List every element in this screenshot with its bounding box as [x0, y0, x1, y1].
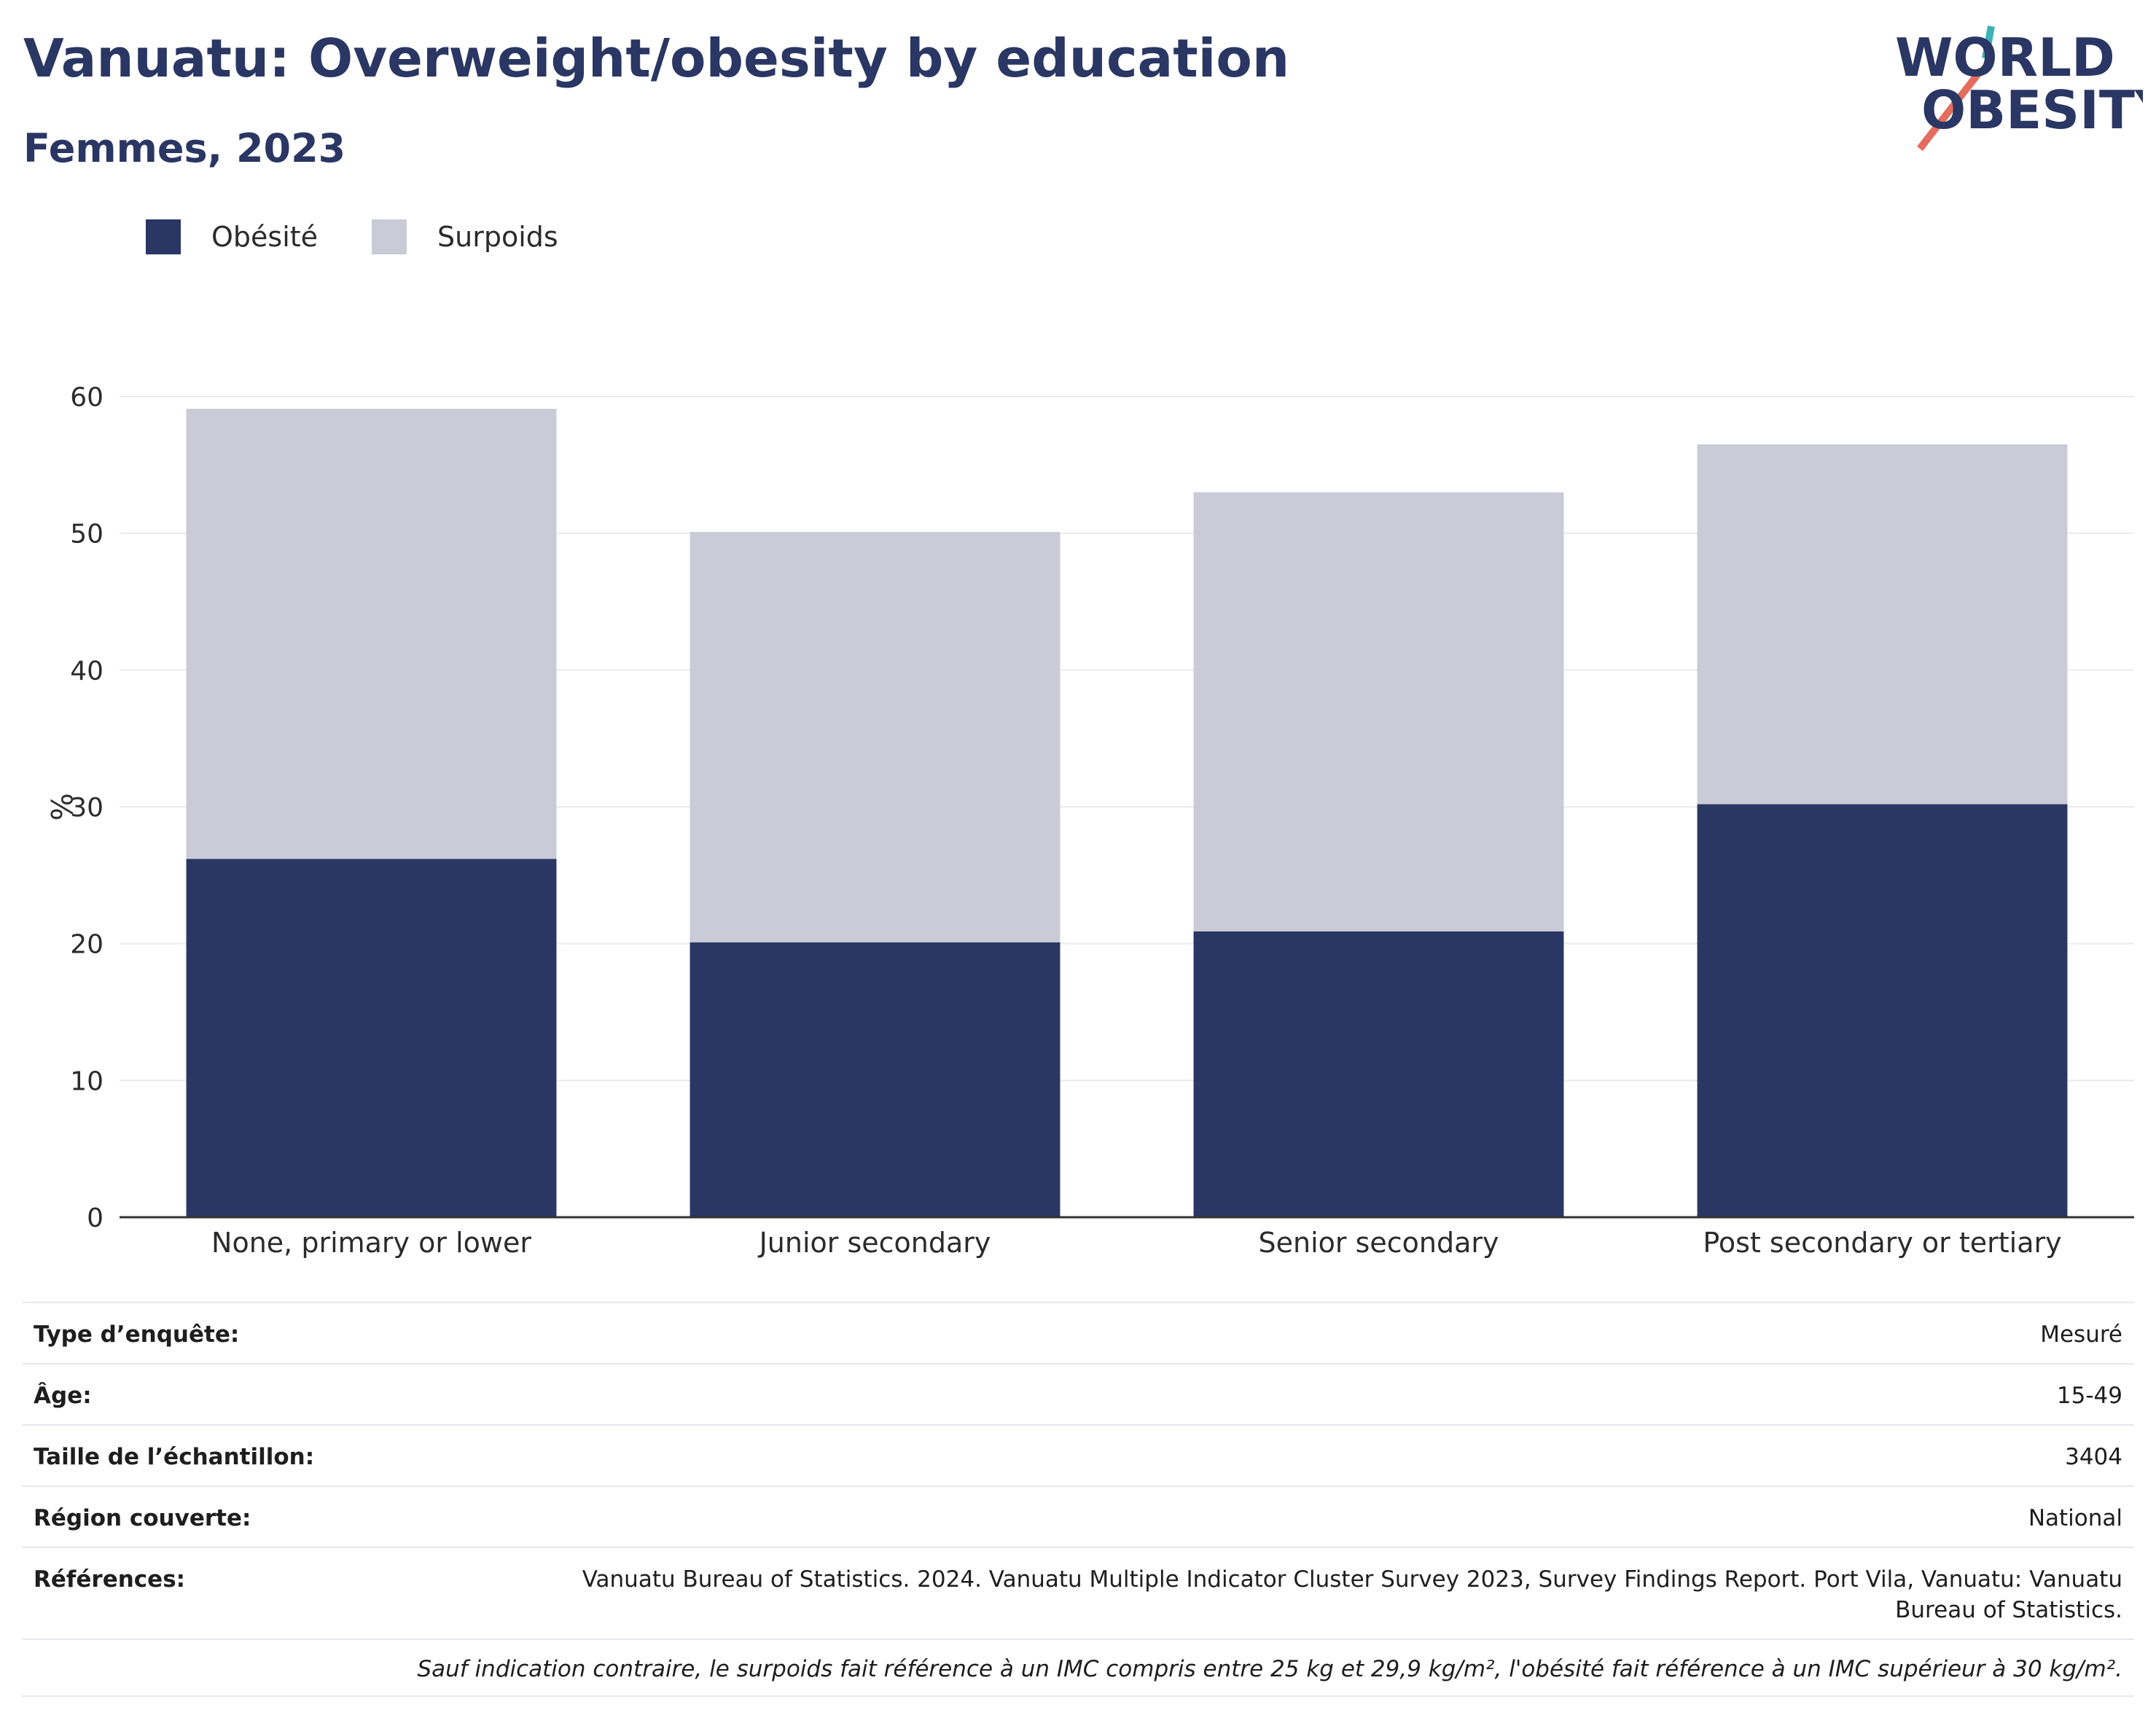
legend-label-surpoids: Surpoids	[437, 221, 558, 253]
bar-surpoids	[1193, 492, 1564, 932]
bar-obesite	[186, 859, 557, 1217]
meta-row-references: Références: Vanuatu Bureau of Statistics…	[22, 1548, 2134, 1640]
y-tick-label: 0	[87, 1203, 103, 1233]
meta-value: National	[2028, 1505, 2122, 1531]
y-tick-label: 20	[70, 930, 103, 960]
meta-label: Âge:	[34, 1383, 92, 1409]
legend-swatch-surpoids	[372, 219, 407, 254]
x-tick-label: None, primary or lower	[211, 1227, 531, 1259]
world-obesity-logo: WORLD OBESITY	[1895, 26, 2143, 152]
legend-item-obesite[interactable]: Obésité	[146, 219, 318, 254]
bar-surpoids	[1697, 444, 2068, 805]
meta-label: Type d’enquête:	[34, 1321, 240, 1348]
legend-swatch-obesite	[146, 219, 181, 254]
x-tick-label: Senior secondary	[1258, 1227, 1499, 1259]
x-tick-label: Post secondary or tertiary	[1703, 1227, 2061, 1259]
bar-chart: 0 10 20 30 40 50 60% None, primary or lower Juni…	[44, 383, 2134, 1259]
meta-value: 3404	[2065, 1444, 2122, 1470]
meta-value: 15-49	[2056, 1383, 2122, 1409]
bar-obesite	[690, 942, 1061, 1217]
metadata-table: Type d’enquête: Mesuré Âge: 15-49 Taille…	[22, 1302, 2134, 1697]
bmi-definition-note: Sauf indication contraire, le surpoids f…	[22, 1640, 2134, 1697]
y-tick-label: 10	[70, 1066, 103, 1096]
meta-row-sample-size: Taille de l’échantillon: 3404	[22, 1426, 2134, 1487]
y-tick-label: 60	[70, 383, 103, 413]
meta-label: Taille de l’échantillon:	[34, 1444, 315, 1470]
chart-title: Vanuatu: Overweight/obesity by education	[23, 28, 1290, 89]
y-axis-label: %	[44, 793, 77, 821]
x-tick-label: Junior secondary	[758, 1227, 991, 1259]
bar-surpoids	[690, 531, 1061, 942]
chart-legend: Obésité Surpoids	[146, 217, 612, 257]
meta-value: Vanuatu Bureau of Statistics. 2024. Vanu…	[582, 1566, 2122, 1623]
y-tick-label: 50	[70, 520, 103, 550]
legend-item-surpoids[interactable]: Surpoids	[372, 219, 558, 254]
bar-obesite	[1193, 931, 1564, 1217]
meta-label: Région couverte:	[34, 1505, 251, 1531]
logo-text-world: WORLD	[1895, 27, 2115, 88]
meta-row-survey-type: Type d’enquête: Mesuré	[22, 1303, 2134, 1364]
meta-label: Références:	[34, 1566, 186, 1593]
y-tick-label: 40	[70, 656, 103, 686]
logo-text-obesity: OBESITY	[1921, 79, 2143, 141]
y-tick-label: 30	[70, 793, 103, 823]
meta-value: Mesuré	[2040, 1321, 2122, 1348]
legend-label-obesite: Obésité	[211, 221, 319, 253]
bar-surpoids	[186, 408, 557, 859]
meta-row-age: Âge: 15-49	[22, 1364, 2134, 1426]
bar-obesite	[1697, 804, 2068, 1217]
chart-subtitle: Femmes, 2023	[23, 125, 346, 171]
meta-row-region: Région couverte: National	[22, 1487, 2134, 1548]
